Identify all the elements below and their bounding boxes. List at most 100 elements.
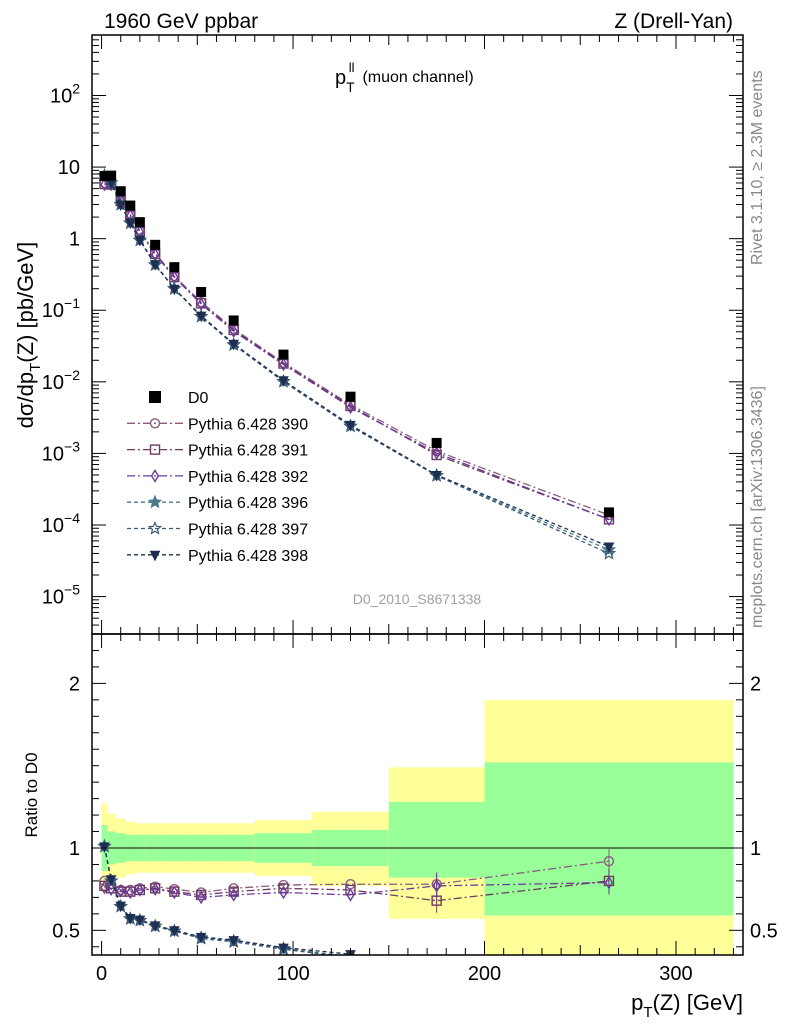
series-6-point [603,542,615,554]
ratio-3-point [135,883,145,897]
d0-data-point [115,186,126,197]
series-6-point [345,420,356,432]
series-line-4 [103,175,610,551]
ratio-tick-label-right: 1 [750,838,761,860]
ratio-frame-ticks [92,634,743,955]
y-tick-label: 10−5 [42,582,80,609]
ratio-3-point [116,883,125,898]
series-6-point [149,260,161,271]
main-panel-frame [91,34,744,635]
series-6-point [195,311,207,323]
legend-label: Pythia 6.428 398 [188,548,308,565]
legend-label: Pythia 6.428 396 [188,495,308,512]
series-3-point [432,446,441,460]
ratio-6-point [115,901,127,913]
ratio-6-point [278,943,289,955]
y-tick-label: 10 [58,157,80,179]
legend-marker [150,469,160,483]
ratio-6-point [149,921,161,932]
y-tick-label: 102 [50,80,80,107]
x-tick-label: 0 [96,963,107,985]
y-tick-label: 1 [69,229,80,251]
y-axis-label: dσ/dpT(Z) [pb/GeV] [13,242,44,429]
legend-marker [147,494,163,509]
ratio-3-point [150,882,160,896]
y-tick-label-base: 10 [42,372,64,394]
series-line-3 [104,183,610,520]
y-tick-label-exp: −2 [64,367,80,383]
series-line-1 [104,182,610,516]
plot-title-main: p [335,67,346,89]
legend-marker [147,520,163,535]
ratio-uncertainty-bands [101,699,734,955]
x-tick-label: 300 [659,963,692,985]
series-6-point [115,200,127,212]
ratio-3-point [196,890,206,905]
ratio-3-point [229,888,238,902]
x-tick-labels: 0 100 200 300 [96,963,693,985]
ratio-2-point [195,889,207,901]
legend-label: Pythia 6.428 391 [188,443,308,460]
d0-data-point [150,239,161,250]
d0-data-point [228,315,239,326]
series-6-point [124,218,136,230]
ratio-tick-label-right: 2 [750,673,761,695]
ratio-3-point [100,880,109,895]
y-tick-label-exp: −4 [64,510,80,526]
y-tick-label: 10−1 [42,295,80,322]
series-6-point [169,284,180,296]
series-6-point [228,339,239,351]
y-tick-label-base: 10 [42,587,64,609]
ratio-panel: 0.5 0.5 1 1 2 2 0 100 200 300 Ratio to D0 pT(Z) … [22,633,778,1021]
ratio-3-point [279,885,288,900]
series-3-point [229,324,238,339]
series-6-point [278,376,289,387]
y-axis-label-main: dσ/dp [13,372,38,428]
x-tick-label: 200 [468,963,501,985]
ratio-6-point [195,932,207,944]
legend-label: Pythia 6.428 397 [188,522,308,539]
ratio-6-point [228,936,239,947]
plot-title: pTll (muon channel) [335,60,474,95]
series-6-point [431,470,442,482]
ratio-tick-label-left: 0.5 [52,920,80,942]
ratio-6-point [99,842,110,853]
main-panel: pTll(muon channel) D0_2010_S8671338 10−5… [13,34,744,635]
ratio-panel-frame [91,633,744,956]
ratio-tick-label-left: 2 [69,673,80,695]
series-3-point [279,357,288,372]
d0-data-point [125,200,136,211]
ratio-line-1 [104,860,610,894]
ratio-3-point [170,885,179,900]
ratio-6-point [134,915,146,927]
legend-marker [149,418,161,429]
ratio-y-tick-labels: 0.5 0.5 1 1 2 2 [52,673,778,942]
series-6-point [134,235,146,247]
d0-data-point [278,349,289,360]
header-left: 1960 GeV ppbar [104,10,258,33]
mcplots-label: mcplots.cern.ch [arXiv:1306.3436] [749,386,766,628]
ratio-3-point [106,882,116,896]
x-tick-label: 100 [276,963,309,985]
plot-title-sup: ll [349,60,355,75]
legend-label: Pythia 6.428 392 [188,469,308,486]
plot-title-sub: T [346,79,355,95]
ratio-6-point [105,875,117,886]
legend-marker [149,391,161,403]
x-axis-label-sub: T [643,1004,652,1021]
d0-data-point [106,170,117,181]
y-tick-label: 10−4 [42,510,80,537]
series-3-point [604,512,614,527]
ratio-3-point [346,888,355,902]
y-tick-label-base: 10 [42,443,64,465]
y-tick-label-base: 10 [50,85,72,107]
d0-data-point [134,217,145,228]
y-tick-label: 10−2 [42,367,80,394]
ratio-3-point [126,885,135,900]
legend-label: D0 [188,390,209,407]
ratio-band-inner [388,801,485,878]
d0-data-point [345,391,356,402]
legend: D0 Pythia 6.428 390 Pythia 6.428 391 Pythia… [127,390,308,565]
y-tick-label-exp: −1 [64,295,80,311]
